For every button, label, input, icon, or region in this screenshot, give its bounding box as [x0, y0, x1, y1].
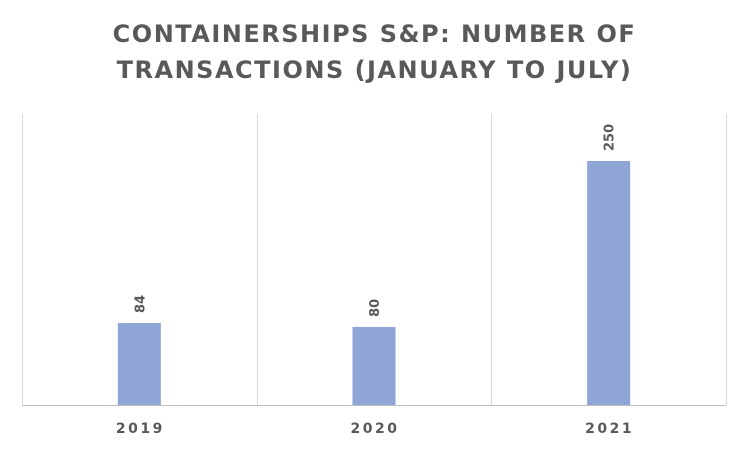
x-tick-label-2020: 2020: [351, 421, 400, 437]
data-label-2021: 250: [603, 124, 618, 151]
x-tick-label-2019: 2019: [116, 421, 165, 437]
data-label-2019: 84: [133, 295, 148, 313]
x-tick-label-2021: 2021: [585, 421, 634, 437]
bar-2021: [587, 161, 631, 405]
chart-title-line-1: CONTAINERSHIPS S&P: NUMBER OF: [112, 20, 637, 48]
data-label-2020: 80: [368, 299, 383, 317]
chart-title: CONTAINERSHIPS S&P: NUMBER OF TRANSACTIO…: [0, 16, 749, 88]
bar-2020: [352, 326, 396, 405]
bar-2019: [117, 323, 161, 405]
chart-title-line-2: TRANSACTIONS (JANUARY TO JULY): [116, 56, 633, 84]
